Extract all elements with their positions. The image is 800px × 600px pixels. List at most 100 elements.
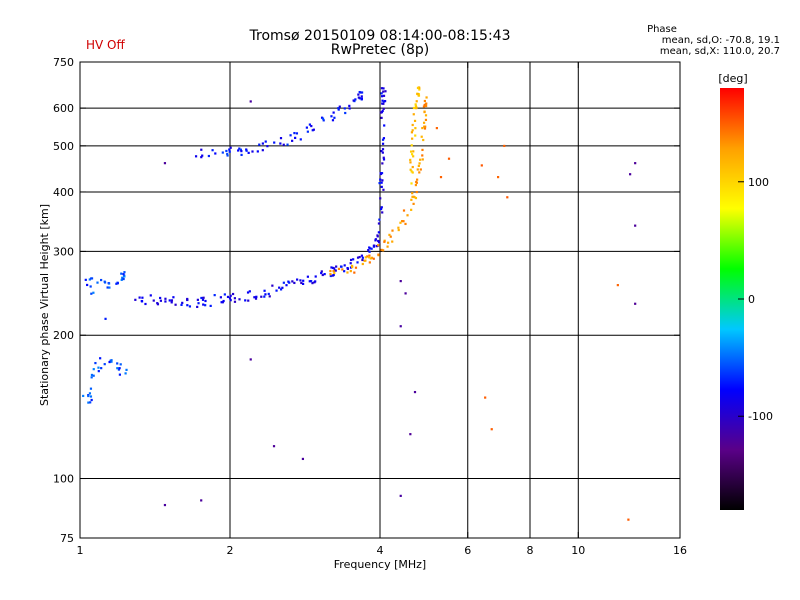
data-point (275, 289, 278, 292)
data-point (414, 134, 417, 137)
data-point (214, 152, 217, 155)
data-point (409, 158, 412, 162)
data-point (379, 207, 383, 211)
data-point (222, 299, 225, 303)
data-point (310, 124, 313, 128)
data-point (348, 107, 351, 110)
data-point (416, 92, 419, 96)
data-point (415, 100, 418, 103)
data-point (296, 278, 299, 281)
data-point (424, 114, 428, 117)
data-point (412, 150, 415, 153)
data-point (379, 197, 382, 200)
data-point (367, 249, 370, 252)
data-point (414, 103, 417, 106)
data-point (414, 183, 418, 187)
data-point (228, 148, 231, 151)
data-point (196, 298, 199, 301)
data-point (439, 175, 443, 179)
data-point (152, 299, 155, 302)
data-point (299, 138, 302, 141)
data-point (282, 281, 285, 284)
data-point (92, 291, 95, 294)
data-point (231, 292, 235, 296)
data-point (305, 126, 308, 129)
data-point (381, 142, 385, 145)
data-point (380, 181, 383, 184)
data-point (314, 275, 317, 278)
data-point (245, 149, 248, 152)
data-point (368, 254, 371, 257)
data-point (421, 154, 424, 157)
data-point (194, 155, 198, 158)
data-point (415, 106, 418, 109)
data-point (279, 137, 283, 140)
x-tick-label: 4 (377, 544, 384, 557)
data-point (260, 295, 263, 298)
data-point (386, 241, 390, 244)
data-point (156, 303, 160, 306)
data-point (382, 156, 385, 159)
data-point (421, 126, 424, 130)
data-point (138, 296, 141, 299)
data-point (200, 499, 203, 502)
data-point (220, 301, 223, 304)
data-point (264, 293, 267, 296)
data-point (97, 366, 100, 369)
data-point (634, 224, 637, 227)
data-point (382, 158, 386, 161)
data-point (410, 170, 413, 173)
y-tick-label: 750 (53, 56, 74, 69)
data-point (108, 360, 111, 364)
data-point (289, 134, 292, 137)
data-point (400, 220, 404, 223)
data-point (99, 357, 102, 360)
data-point (282, 143, 285, 146)
data-point (423, 127, 427, 130)
data-point (202, 296, 205, 299)
data-point (422, 105, 426, 108)
data-point (364, 259, 367, 262)
data-point (343, 270, 346, 273)
data-point (164, 300, 167, 303)
data-point (404, 222, 407, 226)
data-point (616, 284, 619, 287)
data-point (213, 294, 216, 297)
data-point (416, 86, 420, 90)
data-point (411, 137, 414, 140)
data-point (221, 151, 224, 154)
data-point (163, 503, 167, 507)
data-point (346, 271, 349, 274)
data-point (343, 264, 346, 267)
data-point (120, 278, 123, 281)
data-point (255, 295, 258, 298)
colorbar-tick-label: -100 (748, 410, 773, 423)
data-point (414, 104, 418, 108)
data-point (123, 275, 126, 278)
data-point (423, 103, 426, 107)
colorbar-ticks: 100 0 -100 (738, 176, 773, 423)
data-point (90, 398, 93, 402)
data-point (188, 305, 192, 308)
data-point (343, 107, 346, 110)
data-point (381, 211, 384, 214)
data-point (172, 296, 175, 299)
data-point (354, 266, 358, 269)
data-point (200, 156, 203, 159)
data-point (84, 278, 87, 281)
data-point (291, 139, 294, 142)
data-point (295, 132, 299, 135)
data-point (425, 104, 428, 108)
data-point (201, 298, 205, 301)
data-point (332, 111, 335, 114)
data-point (490, 428, 493, 431)
data-point (229, 146, 232, 149)
data-point (268, 295, 271, 298)
data-point (412, 155, 415, 158)
data-point (200, 296, 203, 300)
data-point (273, 141, 276, 144)
data-point (186, 298, 189, 302)
data-point (238, 147, 241, 150)
data-point (86, 283, 89, 287)
